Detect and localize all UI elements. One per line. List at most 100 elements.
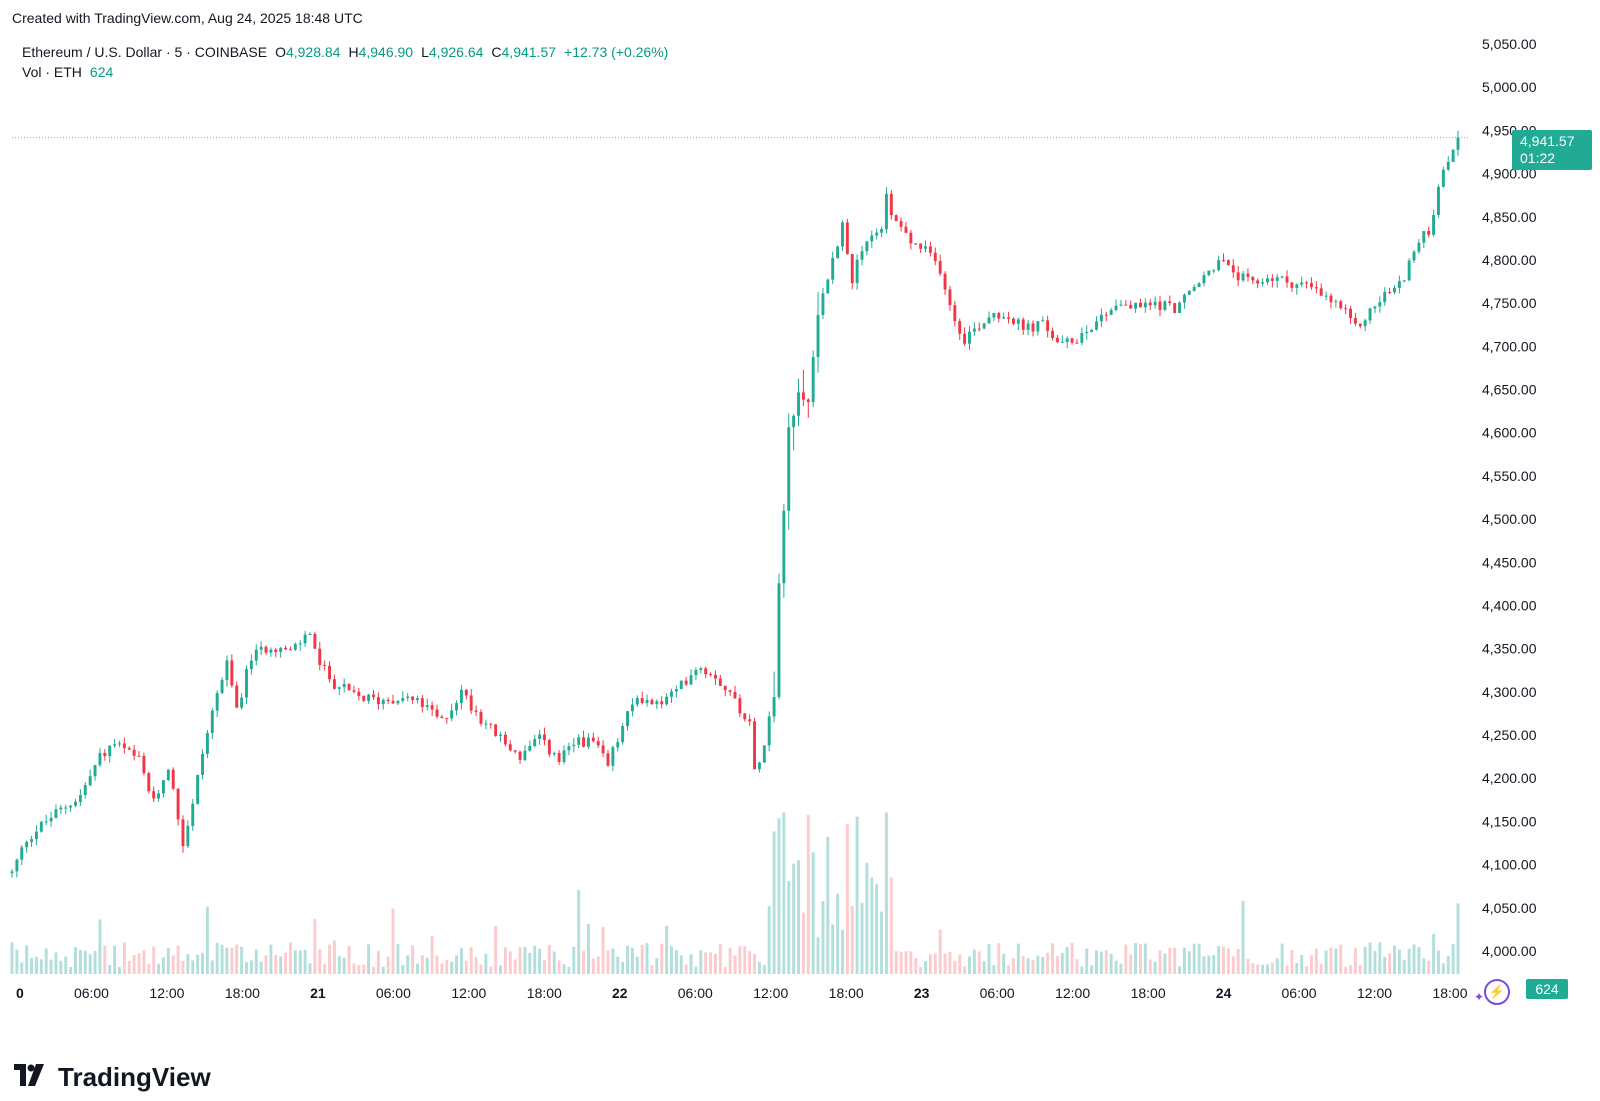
volume-bar <box>420 955 424 974</box>
candle-body <box>1334 301 1338 303</box>
candle-body <box>240 697 244 708</box>
candle-body <box>425 705 429 708</box>
volume-bar <box>777 818 781 974</box>
legend-volume-label[interactable]: Vol · ETH <box>22 64 82 80</box>
price-tick-label: 5,050.00 <box>1482 36 1537 52</box>
volume-bar <box>1451 944 1455 974</box>
candle-body <box>1339 301 1343 309</box>
candle-body <box>567 746 571 751</box>
volume-bar <box>357 965 361 974</box>
candle-body <box>122 743 126 749</box>
candle-body <box>513 750 517 752</box>
candle-body <box>293 643 297 650</box>
candle-body <box>601 745 605 754</box>
volume-bar <box>694 966 698 974</box>
volume-bar <box>464 960 468 974</box>
candle-body <box>220 679 224 694</box>
volume-bar <box>948 951 952 974</box>
candle-body <box>679 680 683 690</box>
candle-body <box>430 705 434 710</box>
price-tick-label: 4,150.00 <box>1482 813 1537 829</box>
candle-body <box>479 711 483 724</box>
candle-body <box>469 695 473 711</box>
volume-bar <box>342 957 346 974</box>
volume-bar <box>1456 903 1460 974</box>
legend-open-label: O <box>275 44 286 60</box>
candle-body <box>826 279 830 294</box>
tradingview-brand: TradingView <box>14 1060 211 1094</box>
volume-bar <box>1412 944 1416 974</box>
candle-body <box>557 753 561 762</box>
volume-bar <box>1344 966 1348 974</box>
candle-body <box>694 670 698 676</box>
time-tick-label: 12:00 <box>451 985 486 1001</box>
volume-bar <box>1373 951 1377 974</box>
candle-body <box>1441 169 1445 187</box>
volume-bar <box>904 951 908 974</box>
candle-body <box>1197 283 1201 287</box>
volume-bar <box>49 959 53 974</box>
volume-bar <box>1187 951 1191 974</box>
volume-bar <box>161 957 165 974</box>
candle-body <box>1095 321 1098 330</box>
volume-bar <box>1324 950 1328 974</box>
volume-bar <box>328 944 331 974</box>
volume-bar <box>220 944 224 974</box>
volume-bar <box>831 924 835 974</box>
candle-body <box>1432 214 1436 235</box>
candle-body <box>171 769 175 789</box>
volume-bar <box>621 961 625 974</box>
price-tick-label: 4,100.00 <box>1482 857 1537 873</box>
candle-body <box>1031 323 1035 332</box>
volume-bar <box>513 959 517 974</box>
candle-body <box>464 689 468 696</box>
candle-body <box>503 734 507 745</box>
volume-bar <box>1031 959 1035 974</box>
volume-bar <box>1055 956 1059 974</box>
time-axis[interactable]: 0 06:00 12:00 18:00 21 06:00 12:00 18:00 22 06:00… <box>16 985 1468 1001</box>
volume-bar <box>303 949 307 974</box>
volume-bar <box>69 967 73 974</box>
price-axis[interactable]: 5,050.005,000.004,950.004,900.004,850.00… <box>1482 36 1537 959</box>
lightning-icon[interactable]: ⚡ <box>1484 979 1510 1005</box>
candle-body <box>1256 280 1260 284</box>
candle-body <box>572 744 576 747</box>
candle-body <box>166 769 170 781</box>
candle-body <box>342 683 346 688</box>
candle-body <box>787 427 791 511</box>
candle-body <box>474 710 478 712</box>
candle-body <box>953 305 957 322</box>
legend-symbol[interactable]: Ethereum / U.S. Dollar · 5 · COINBASE <box>22 44 268 60</box>
candle-body <box>1163 301 1167 310</box>
volume-bar <box>64 956 68 974</box>
candle-body <box>845 222 849 255</box>
volume-bar <box>767 906 771 974</box>
volume-bar <box>74 947 77 974</box>
volume-bar <box>347 946 351 974</box>
volume-bar <box>855 816 859 974</box>
candle-body <box>635 698 639 705</box>
volume-bar <box>870 877 874 974</box>
candle-body <box>1393 287 1396 293</box>
volume-bar <box>352 963 356 974</box>
candle-body <box>586 737 590 747</box>
candle-body <box>1212 270 1216 272</box>
volume-bar <box>459 948 463 974</box>
candle-body <box>181 819 185 847</box>
volume-bar <box>1417 947 1421 974</box>
candle-body <box>894 215 898 222</box>
candle-body <box>132 749 136 756</box>
time-tick-label: 12:00 <box>1357 985 1392 1001</box>
volume-bar <box>264 955 268 974</box>
volume-bar <box>318 949 322 974</box>
candle-body <box>660 701 664 705</box>
volume-bar <box>469 947 473 974</box>
candle-body <box>440 716 444 718</box>
candle-body <box>1207 270 1211 276</box>
volume-bar <box>1109 953 1113 974</box>
volume-bar <box>308 963 312 974</box>
volume-bar <box>591 958 595 974</box>
candle-body <box>968 331 971 344</box>
volume-bar <box>1080 966 1084 974</box>
